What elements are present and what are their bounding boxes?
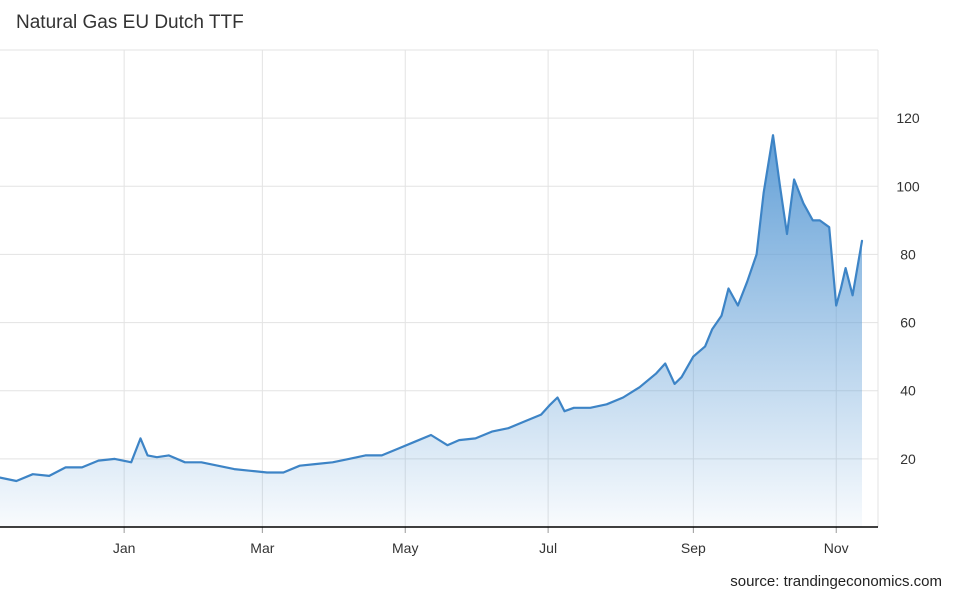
y-tick-label: 120 <box>896 110 920 126</box>
data-point <box>430 434 432 436</box>
data-point <box>737 304 739 306</box>
data-point <box>156 456 158 458</box>
data-point <box>507 427 509 429</box>
data-point <box>249 470 251 472</box>
data-point <box>727 287 729 289</box>
data-point <box>720 315 722 317</box>
data-point <box>793 178 795 180</box>
data-point <box>331 461 333 463</box>
series-line <box>0 134 864 483</box>
data-point <box>664 362 666 364</box>
data-point <box>812 219 814 221</box>
axes: 20 40 60 80 100 120 Jan Mar May Jul Sep Nov <box>0 110 920 556</box>
chart-title: Natural Gas EU Dutch TTF <box>16 12 244 33</box>
y-tick-label: 80 <box>900 246 916 262</box>
data-point <box>381 454 383 456</box>
x-tick-label: Jul <box>539 540 557 556</box>
data-point <box>844 267 846 269</box>
data-point <box>282 471 284 473</box>
data-point <box>786 233 788 235</box>
x-tick-label: Mar <box>250 540 274 556</box>
data-point <box>48 475 50 477</box>
data-point <box>139 437 141 439</box>
x-tick-label: May <box>392 540 418 556</box>
data-point <box>64 466 66 468</box>
data-point <box>692 355 694 357</box>
data-point <box>835 304 837 306</box>
data-point <box>861 240 863 242</box>
series-layer <box>0 134 864 527</box>
data-point <box>819 219 821 221</box>
data-point <box>622 396 624 398</box>
data-point <box>772 134 774 136</box>
data-point <box>458 439 460 441</box>
data-point <box>114 458 116 460</box>
data-point <box>315 463 317 465</box>
data-point <box>762 192 764 194</box>
data-point <box>655 372 657 374</box>
data-point <box>233 468 235 470</box>
data-point <box>704 345 706 347</box>
y-tick-label: 20 <box>900 451 916 467</box>
x-tick-label: Sep <box>681 540 706 556</box>
data-point <box>130 461 132 463</box>
data-point <box>680 376 682 378</box>
data-point <box>15 480 17 482</box>
data-point <box>556 396 558 398</box>
data-point <box>523 420 525 422</box>
data-point <box>446 444 448 446</box>
data-point <box>474 437 476 439</box>
data-point <box>563 410 565 412</box>
data-point <box>146 454 148 456</box>
data-point <box>32 473 34 475</box>
data-point <box>828 226 830 228</box>
data-point <box>779 185 781 187</box>
data-point <box>755 253 757 255</box>
data-point <box>397 447 399 449</box>
data-point <box>840 287 842 289</box>
data-point <box>167 454 169 456</box>
data-point <box>299 464 301 466</box>
data-point <box>413 441 415 443</box>
data-point <box>491 430 493 432</box>
y-tick-label: 40 <box>900 383 916 399</box>
data-point <box>802 202 804 204</box>
data-point <box>851 294 853 296</box>
data-point <box>746 280 748 282</box>
data-point <box>184 461 186 463</box>
x-tick-label: Nov <box>824 540 849 556</box>
series-area <box>0 135 862 527</box>
data-point <box>856 267 858 269</box>
y-tick-label: 60 <box>900 315 916 331</box>
data-point <box>97 459 99 461</box>
data-point <box>200 461 202 463</box>
data-point <box>605 403 607 405</box>
data-point <box>638 386 640 388</box>
data-point <box>81 466 83 468</box>
data-point <box>348 458 350 460</box>
data-point <box>540 413 542 415</box>
data-point <box>673 383 675 385</box>
data-point <box>364 454 366 456</box>
data-point <box>573 407 575 409</box>
data-point <box>217 464 219 466</box>
source-label: source: trandingeconomics.com <box>730 573 942 590</box>
data-point <box>549 403 551 405</box>
x-tick-label: Jan <box>113 540 136 556</box>
data-point <box>266 471 268 473</box>
data-point <box>711 328 713 330</box>
data-point <box>589 407 591 409</box>
y-tick-label: 100 <box>896 178 920 194</box>
